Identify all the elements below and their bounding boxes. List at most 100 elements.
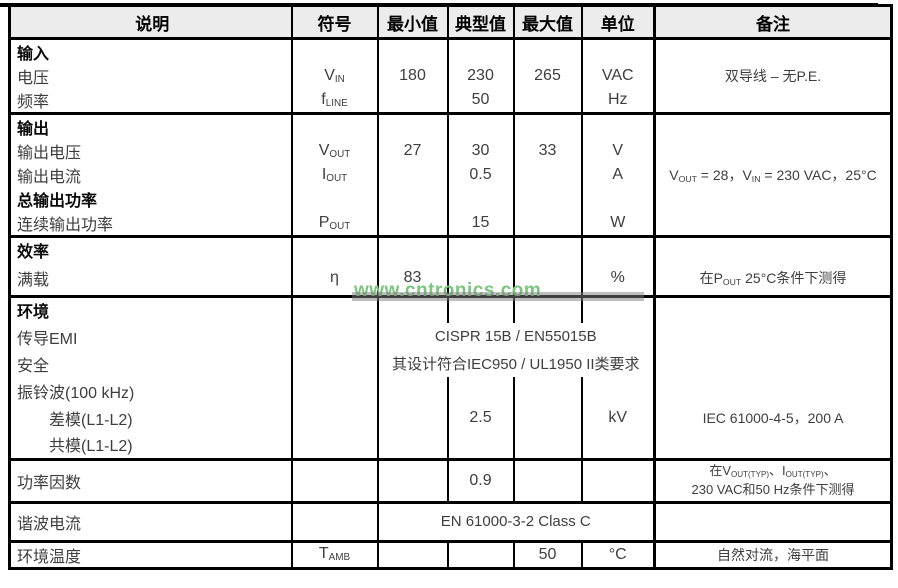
row-input-section: 输入 <box>9 37 892 64</box>
empty-cell <box>376 187 448 211</box>
value-input-voltage-max: 265 <box>512 64 582 88</box>
empty-cell <box>512 37 582 64</box>
empty-cell <box>290 500 378 541</box>
value-ambient-temperature-max: 50 <box>512 539 582 568</box>
empty-cell <box>580 37 655 64</box>
header-desc: 说明 <box>9 5 292 40</box>
row-differential-mode: 差模(L1-L2) 2.5 kV IEC 61000-4-5，200 A <box>10 404 892 431</box>
unit-output-voltage: V <box>580 139 655 163</box>
section-label-output: 输出 <box>9 112 292 139</box>
empty-cell <box>376 404 448 431</box>
empty-cell <box>512 235 582 262</box>
value-input-voltage-typ: 230 <box>446 64 514 88</box>
empty-cell <box>376 88 448 114</box>
symbol-eta: η <box>290 262 378 296</box>
empty-cell <box>653 323 892 350</box>
label-harmonic-current: 谐波电流 <box>9 500 292 541</box>
note-power-factor: 在VOUT(TYP)、IOUT(TYP)、 230 VAC和50 Hz条件下测得 <box>653 457 892 502</box>
empty-cell <box>512 88 582 114</box>
note-ambient-temperature: 自然对流，海平面 <box>653 539 892 568</box>
label-power-factor: 功率因数 <box>9 457 292 502</box>
empty-cell <box>376 431 448 459</box>
empty-cell <box>653 112 892 139</box>
value-harmonic-current: EN 61000-3-2 Class C <box>376 500 655 541</box>
symbol-iout: IOUT <box>290 163 378 187</box>
unit-ambient-temperature: °C <box>580 539 655 568</box>
note-full-load: 在POUT 25°C条件下测得 <box>653 262 892 296</box>
empty-cell <box>290 37 378 64</box>
row-output-current: 输出电流 IOUT 0.5 A VOUT = 28，VIN = 230 VAC，… <box>10 163 892 187</box>
empty-cell <box>512 211 582 237</box>
label-output-current: 输出电流 <box>17 169 82 186</box>
empty-cell <box>512 187 582 211</box>
row-efficiency-section: 效率 <box>9 235 892 262</box>
section-label-input: 输入 <box>9 37 292 64</box>
row-safety: 安全 其设计符合IEC950 / UL1950 II类要求 <box>10 350 892 377</box>
row-continuous-power: 连续输出功率 POUT 15 W <box>10 211 892 237</box>
empty-cell <box>446 187 514 211</box>
empty-cell <box>580 187 655 211</box>
spec-table: 说明 符号 最小值 典型值 最大值 单位 备注 输入 电压 VIN 180 23… <box>8 4 893 570</box>
header-note: 备注 <box>653 5 892 40</box>
unit-input-frequency: Hz <box>580 88 655 114</box>
empty-cell <box>376 163 448 187</box>
label-ambient-temperature: 环境温度 <box>9 539 292 568</box>
empty-cell <box>580 431 655 459</box>
symbol-fline: fLINE <box>290 88 378 114</box>
empty-cell <box>512 262 582 296</box>
unit-input-voltage: VAC <box>580 64 655 88</box>
empty-cell <box>376 539 448 568</box>
empty-cell <box>376 112 448 139</box>
value-differential-mode-typ: 2.5 <box>446 404 514 431</box>
unit-differential-mode: kV <box>580 404 655 431</box>
empty-cell <box>290 431 378 459</box>
label-conducted-emi: 传导EMI <box>17 330 78 348</box>
header-min: 最小值 <box>376 5 448 40</box>
note-output-current: VOUT = 28，VIN = 230 VAC，25°C <box>653 163 892 187</box>
symbol-vin: VIN <box>290 64 378 88</box>
empty-cell <box>653 377 892 404</box>
empty-cell <box>512 163 582 187</box>
empty-cell <box>512 431 582 459</box>
unit-output-current: A <box>580 163 655 187</box>
empty-cell <box>653 37 892 64</box>
empty-cell <box>376 37 448 64</box>
empty-cell <box>446 431 514 459</box>
value-input-voltage-min: 180 <box>376 64 448 88</box>
value-full-load-min: 83 <box>376 262 448 296</box>
label-input-voltage: 电压 <box>17 70 50 87</box>
watermark-band <box>352 292 644 301</box>
label-common-mode: 共模(L1-L2) <box>49 438 133 456</box>
empty-cell <box>653 350 892 377</box>
note-differential-mode: IEC 61000-4-5，200 A <box>653 404 892 431</box>
label-continuous-power: 连续输出功率 <box>17 217 114 234</box>
header-row: 说明 符号 最小值 典型值 最大值 单位 备注 <box>9 5 892 40</box>
section-label-total-power: 总输出功率 <box>17 193 98 210</box>
empty-cell <box>512 457 582 502</box>
row-input-frequency: 频率 fLINE 50 Hz <box>10 88 892 114</box>
empty-cell <box>512 377 582 404</box>
value-output-voltage-typ: 30 <box>446 139 514 163</box>
empty-cell <box>653 235 892 262</box>
value-power-factor-typ: 0.9 <box>446 457 514 502</box>
value-output-voltage-min: 27 <box>376 139 448 163</box>
empty-cell <box>290 187 378 211</box>
empty-cell <box>580 457 655 502</box>
row-input-voltage: 电压 VIN 180 230 265 VAC 双导线 – 无P.E. <box>10 64 892 88</box>
empty-cell <box>580 377 655 404</box>
empty-cell <box>446 37 514 64</box>
value-input-frequency-typ: 50 <box>446 88 514 114</box>
row-power-factor: 功率因数 0.9 在VOUT(TYP)、IOUT(TYP)、 230 VAC和50… <box>9 457 892 502</box>
empty-cell <box>653 294 892 323</box>
symbol-tamb: TAMB <box>290 539 378 568</box>
row-total-power-section: 总输出功率 <box>10 187 892 211</box>
empty-cell <box>580 235 655 262</box>
empty-cell <box>290 457 378 502</box>
empty-cell <box>446 235 514 262</box>
label-full-load: 满载 <box>17 272 50 290</box>
empty-cell <box>376 377 448 404</box>
empty-cell <box>512 404 582 431</box>
row-output-voltage: 输出电压 VOUT 27 30 33 V <box>10 139 892 163</box>
empty-cell <box>580 112 655 139</box>
empty-cell <box>653 139 892 163</box>
